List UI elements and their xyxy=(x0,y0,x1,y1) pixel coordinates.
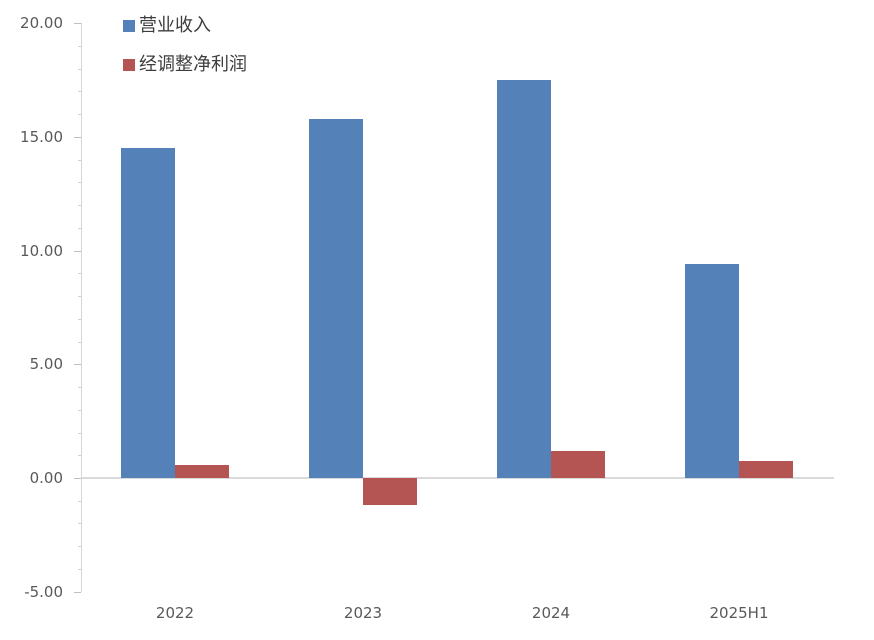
y-axis-minor-tick xyxy=(78,114,81,116)
y-axis-minor-tick xyxy=(78,227,81,229)
bar-revenue-2024 xyxy=(497,80,551,478)
y-axis-minor-tick xyxy=(78,500,81,502)
y-axis-major-tick xyxy=(74,136,81,138)
bar-profit-2023 xyxy=(363,478,417,506)
y-axis-minor-tick xyxy=(78,318,81,320)
y-axis-tick-label: 0.00 xyxy=(29,469,63,487)
legend-label-adjusted-net-profit: 经调整净利润 xyxy=(139,53,247,75)
x-axis-label: 2025H1 xyxy=(709,604,769,622)
y-axis-tick-label: 10.00 xyxy=(20,241,63,260)
y-axis-minor-tick xyxy=(78,159,81,161)
y-axis-minor-tick xyxy=(78,273,81,275)
y-axis-major-tick xyxy=(74,591,81,593)
y-axis-major-tick xyxy=(74,478,81,479)
y-axis-minor-tick xyxy=(78,523,81,525)
y-axis-minor-tick xyxy=(78,91,81,93)
y-axis-tick-label: 5.00 xyxy=(29,355,63,374)
bar-profit-2025H1 xyxy=(739,460,793,478)
chart-legend: 营业收入 经调整净利润 xyxy=(123,13,247,91)
y-axis-minor-tick xyxy=(78,387,81,389)
x-axis-label: 2022 xyxy=(155,604,195,622)
y-axis-line xyxy=(81,23,82,592)
y-axis-minor-tick xyxy=(78,455,81,457)
y-axis-minor-tick xyxy=(78,341,81,343)
legend-swatch-adjusted-net-profit-icon xyxy=(123,58,135,71)
bar-revenue-2023 xyxy=(309,118,363,478)
x-axis-label: 2024 xyxy=(531,604,571,622)
y-axis-tick-label: -5.00 xyxy=(24,582,63,601)
y-axis-major-tick xyxy=(74,364,81,366)
y-axis-tick-label: 15.00 xyxy=(20,127,63,146)
bar-profit-2024 xyxy=(551,450,605,478)
y-axis-minor-tick xyxy=(78,296,81,298)
bar-profit-2022 xyxy=(175,465,229,478)
legend-swatch-revenue-icon xyxy=(123,19,135,32)
y-axis-minor-tick xyxy=(78,432,81,434)
y-axis-minor-tick xyxy=(78,409,81,411)
y-axis-tick-label: 20.00 xyxy=(20,14,63,33)
y-axis-minor-tick xyxy=(78,568,81,570)
legend-item-revenue: 营业收入 xyxy=(123,13,247,38)
y-axis-minor-tick xyxy=(78,182,81,184)
y-axis-major-tick xyxy=(74,23,81,25)
legend-label-revenue: 营业收入 xyxy=(139,14,211,36)
bar-revenue-2022 xyxy=(121,148,175,478)
zero-gridline xyxy=(82,477,834,479)
y-axis-major-tick xyxy=(74,250,81,252)
y-axis-minor-tick xyxy=(78,546,81,548)
legend-item-adjusted-net-profit: 经调整净利润 xyxy=(123,52,247,77)
y-axis-minor-tick xyxy=(78,205,81,207)
y-axis-minor-tick xyxy=(78,68,81,70)
bar-revenue-2025H1 xyxy=(685,264,739,478)
y-axis-minor-tick xyxy=(78,45,81,47)
x-axis-label: 2023 xyxy=(343,604,383,622)
